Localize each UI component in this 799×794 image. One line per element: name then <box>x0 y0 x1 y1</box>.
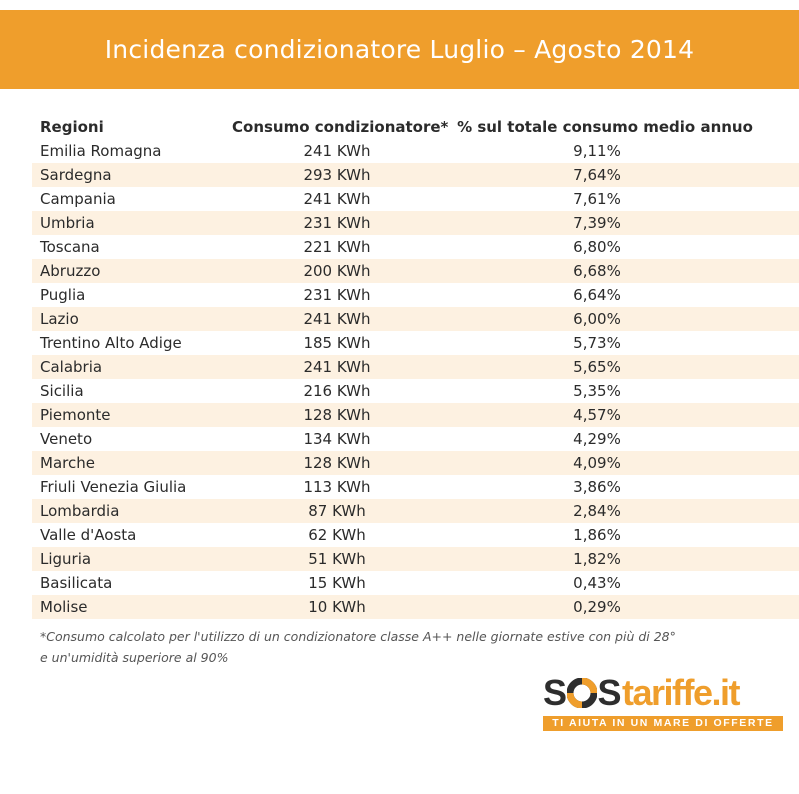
table-row: Basilicata 15 KWh 0,43% <box>32 571 799 595</box>
logo-brand-text: tariffe.it <box>622 672 741 713</box>
cell-percentuale: 6,00% <box>573 310 621 328</box>
cell-consumo: 128 KWh <box>303 454 371 472</box>
logo-letter-s: S <box>543 672 567 713</box>
cell-consumo: 231 KWh <box>303 286 371 304</box>
table-body: Emilia Romagna 241 KWh 9,11% Sardegna 293 KW… <box>32 139 799 619</box>
cell-percentuale: 1,82% <box>573 550 621 568</box>
cell-consumo: 241 KWh <box>303 358 371 376</box>
cell-percentuale: 3,86% <box>573 478 621 496</box>
cell-percentuale: 0,29% <box>573 598 621 616</box>
table-row: Lazio 241 KWh 6,00% <box>32 307 799 331</box>
table-row: Abruzzo 200 KWh 6,68% <box>32 259 799 283</box>
cell-consumo: 200 KWh <box>303 262 371 280</box>
table-row: Valle d'Aosta 62 KWh 1,86% <box>32 523 799 547</box>
cell-regione: Friuli Venezia Giulia <box>40 478 187 496</box>
logo-tagline: TI AIUTA IN UN MARE DI OFFERTE <box>543 716 783 731</box>
cell-percentuale: 4,29% <box>573 430 621 448</box>
header-regioni: Regioni <box>40 118 104 136</box>
cell-percentuale: 6,64% <box>573 286 621 304</box>
cell-regione: Sardegna <box>40 166 112 184</box>
table-row: Veneto 134 KWh 4,29% <box>32 427 799 451</box>
table-row: Liguria 51 KWh 1,82% <box>32 547 799 571</box>
cell-consumo: 15 KWh <box>308 574 366 592</box>
table-row: Trentino Alto Adige 185 KWh 5,73% <box>32 331 799 355</box>
cell-regione: Umbria <box>40 214 95 232</box>
cell-regione: Sicilia <box>40 382 84 400</box>
cell-regione: Basilicata <box>40 574 113 592</box>
cell-percentuale: 1,86% <box>573 526 621 544</box>
cell-regione: Emilia Romagna <box>40 142 162 160</box>
cell-percentuale: 5,65% <box>573 358 621 376</box>
cell-regione: Campania <box>40 190 116 208</box>
cell-regione: Calabria <box>40 358 103 376</box>
header-consumo: Consumo condizionatore* <box>232 118 449 136</box>
cell-percentuale: 5,35% <box>573 382 621 400</box>
cell-percentuale: 9,11% <box>573 142 621 160</box>
cell-percentuale: 0,43% <box>573 574 621 592</box>
cell-consumo: 87 KWh <box>308 502 366 520</box>
cell-consumo: 241 KWh <box>303 190 371 208</box>
sostariffe-logo: S S tariffe.it TI AIUTA IN UN MARE DI OF… <box>543 672 783 732</box>
cell-percentuale: 4,57% <box>573 406 621 424</box>
cell-regione: Veneto <box>40 430 93 448</box>
footnote-line-2: e un'umidità superiore al 90% <box>40 650 229 665</box>
cell-regione: Piemonte <box>40 406 111 424</box>
table-row: Puglia 231 KWh 6,64% <box>32 283 799 307</box>
table-row: Molise 10 KWh 0,29% <box>32 595 799 619</box>
table-row: Campania 241 KWh 7,61% <box>32 187 799 211</box>
table-row: Friuli Venezia Giulia 113 KWh 3,86% <box>32 475 799 499</box>
logo-letter-s-2: S <box>597 672 622 713</box>
cell-percentuale: 5,73% <box>573 334 621 352</box>
cell-percentuale: 7,61% <box>573 190 621 208</box>
table-row: Sicilia 216 KWh 5,35% <box>32 379 799 403</box>
cell-consumo: 216 KWh <box>303 382 371 400</box>
cell-regione: Puglia <box>40 286 86 304</box>
cell-consumo: 221 KWh <box>303 238 371 256</box>
cell-percentuale: 2,84% <box>573 502 621 520</box>
cell-consumo: 62 KWh <box>308 526 366 544</box>
cell-regione: Lombardia <box>40 502 120 520</box>
table-row: Umbria 231 KWh 7,39% <box>32 211 799 235</box>
page-title: Incidenza condizionatore Luglio – Agosto… <box>104 35 695 64</box>
table-row: Calabria 241 KWh 5,65% <box>32 355 799 379</box>
table-row: Toscana 221 KWh 6,80% <box>32 235 799 259</box>
table-row: Marche 128 KWh 4,09% <box>32 451 799 475</box>
cell-consumo: 241 KWh <box>303 142 371 160</box>
cell-consumo: 134 KWh <box>303 430 371 448</box>
cell-regione: Liguria <box>40 550 92 568</box>
cell-regione: Valle d'Aosta <box>40 526 137 544</box>
header-percentuale: % sul totale consumo medio annuo <box>457 118 753 136</box>
cell-consumo: 51 KWh <box>308 550 366 568</box>
cell-consumo: 185 KWh <box>303 334 371 352</box>
cell-consumo: 10 KWh <box>308 598 366 616</box>
cell-regione: Molise <box>40 598 88 616</box>
cell-percentuale: 4,09% <box>573 454 621 472</box>
lifebuoy-icon <box>566 678 597 708</box>
cell-consumo: 128 KWh <box>303 406 371 424</box>
title-banner: Incidenza condizionatore Luglio – Agosto… <box>0 10 799 89</box>
cell-regione: Abruzzo <box>40 262 101 280</box>
cell-percentuale: 6,68% <box>573 262 621 280</box>
table-header: Regioni Consumo condizionatore* % sul to… <box>32 115 799 139</box>
consumption-table: Regioni Consumo condizionatore* % sul to… <box>32 115 799 619</box>
cell-percentuale: 7,64% <box>573 166 621 184</box>
cell-regione: Lazio <box>40 310 79 328</box>
cell-regione: Marche <box>40 454 95 472</box>
cell-consumo: 231 KWh <box>303 214 371 232</box>
table-row: Lombardia 87 KWh 2,84% <box>32 499 799 523</box>
logo-wordmark: S S tariffe.it <box>543 672 741 714</box>
footnote: *Consumo calcolato per l'utilizzo di un … <box>40 626 780 668</box>
cell-consumo: 241 KWh <box>303 310 371 328</box>
cell-percentuale: 6,80% <box>573 238 621 256</box>
cell-regione: Toscana <box>40 238 100 256</box>
cell-consumo: 113 KWh <box>303 478 371 496</box>
cell-regione: Trentino Alto Adige <box>40 334 182 352</box>
cell-percentuale: 7,39% <box>573 214 621 232</box>
cell-consumo: 293 KWh <box>303 166 371 184</box>
table-row: Emilia Romagna 241 KWh 9,11% <box>32 139 799 163</box>
footnote-line-1: *Consumo calcolato per l'utilizzo di un … <box>40 629 676 644</box>
table-row: Sardegna 293 KWh 7,64% <box>32 163 799 187</box>
table-row: Piemonte 128 KWh 4,57% <box>32 403 799 427</box>
